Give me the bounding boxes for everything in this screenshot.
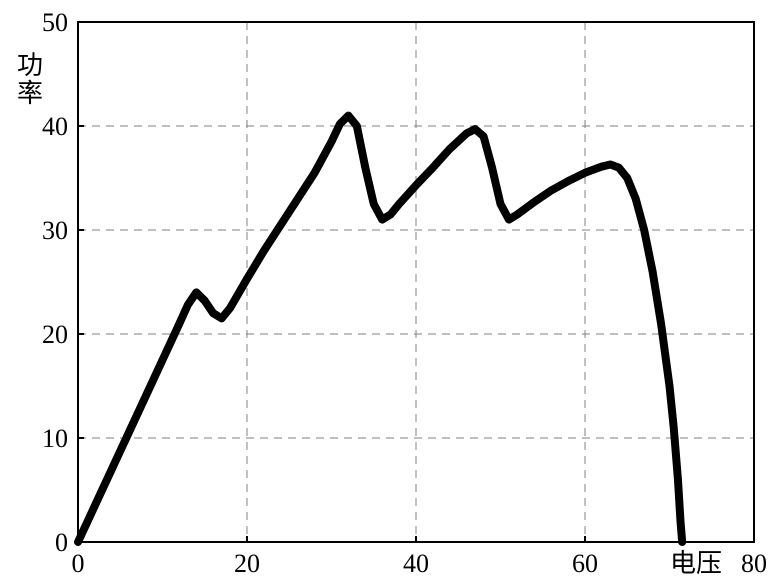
y-tick-label: 50 [42,8,68,37]
y-tick-label: 10 [42,424,68,453]
line-chart: 0 20 40 60 80 0 10 20 30 40 50 电压 功率 [0,0,774,583]
y-tick-label: 30 [42,216,68,245]
y-tick-label: 40 [42,112,68,141]
y-axis-label: 率 [17,79,43,108]
x-tick-label: 80 [741,549,767,578]
y-tick-label: 0 [55,528,68,557]
y-tick-label: 20 [42,320,68,349]
x-tick-label: 40 [403,549,429,578]
x-tick-label: 60 [572,549,598,578]
x-tick-label: 20 [234,549,260,578]
x-axis-label: 电压 [670,549,722,578]
x-tick-label: 0 [72,549,85,578]
y-axis-label: 功 [17,51,43,80]
chart-container: 0 20 40 60 80 0 10 20 30 40 50 电压 功率 [0,0,774,583]
